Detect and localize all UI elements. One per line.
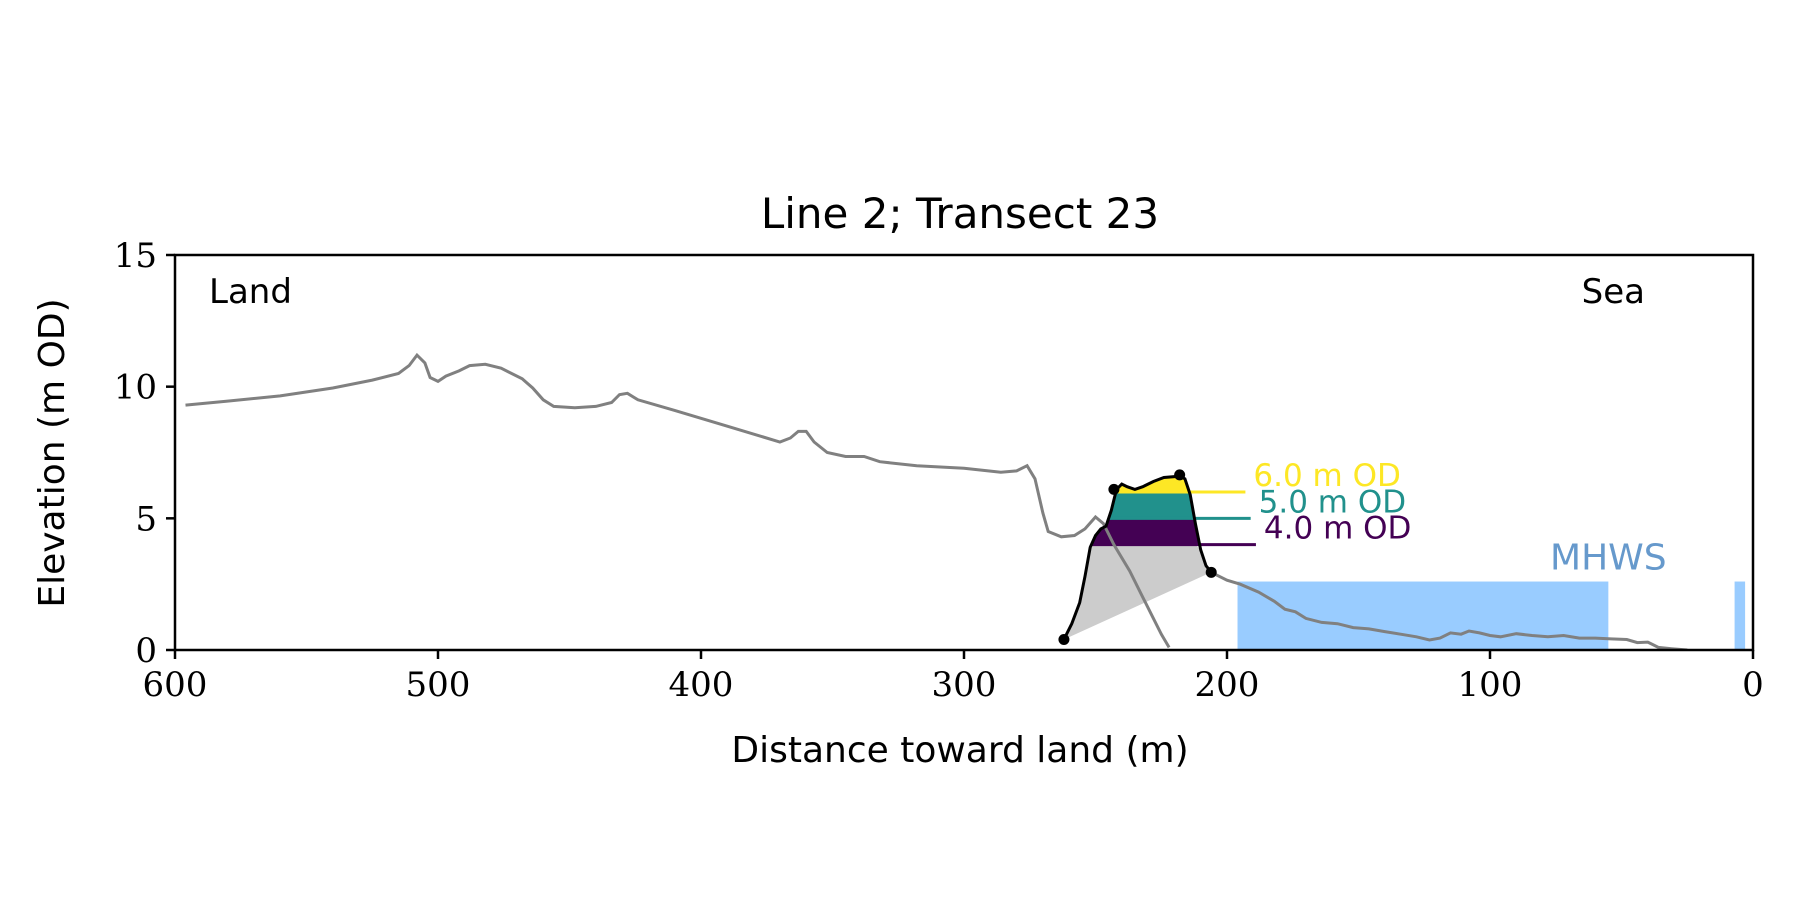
sea-label: Sea	[1582, 272, 1645, 312]
elevation-band	[1063, 518, 1212, 545]
band-label: 6.0 m OD	[1253, 458, 1400, 494]
land-label: Land	[209, 272, 292, 312]
y-tick-label: 15	[114, 236, 157, 276]
y-tick-label: 5	[135, 499, 157, 539]
x-tick-label: 400	[669, 665, 734, 705]
mhws-label: MHWS	[1550, 538, 1667, 579]
mhws-bars	[1237, 581, 1746, 650]
profile-line-land	[185, 352, 1171, 649]
band-labels: 4.0 m OD5.0 m OD6.0 m OD	[1253, 458, 1411, 547]
chart-title: Line 2; Transect 23	[761, 189, 1159, 238]
x-tick-label: 100	[1458, 665, 1523, 705]
x-tick-label: 200	[1195, 665, 1260, 705]
dune-points	[1058, 469, 1217, 645]
y-axis-label: Elevation (m OD)	[32, 298, 73, 607]
y-tick-label: 0	[135, 631, 157, 671]
profile-line-sea	[1210, 570, 1688, 650]
dune-outline	[1062, 474, 1213, 641]
elevation-bands	[1063, 476, 1212, 545]
y-tick-label: 10	[114, 368, 157, 408]
x-tick-label: 500	[406, 665, 471, 705]
dune-base-fill	[1063, 544, 1212, 640]
x-axis-label: Distance toward land (m)	[731, 730, 1188, 771]
dune-point	[1058, 633, 1070, 645]
x-tick-label: 600	[143, 665, 208, 705]
plot-area	[185, 352, 1746, 650]
mhws-bar	[1734, 581, 1746, 650]
dune-point	[1205, 566, 1217, 578]
dune-point	[1108, 483, 1120, 495]
elevation-band	[1063, 492, 1212, 519]
x-axis: 600 500 400 300 200 100 0	[143, 650, 1764, 705]
x-tick-label: 300	[932, 665, 997, 705]
band-level-lines	[1091, 490, 1256, 547]
dune-point	[1174, 469, 1186, 481]
band-label: 5.0 m OD	[1259, 484, 1406, 520]
band-label: 4.0 m OD	[1264, 511, 1411, 547]
x-tick-label: 0	[1742, 665, 1764, 705]
y-axis: 0 5 10 15	[114, 236, 175, 671]
